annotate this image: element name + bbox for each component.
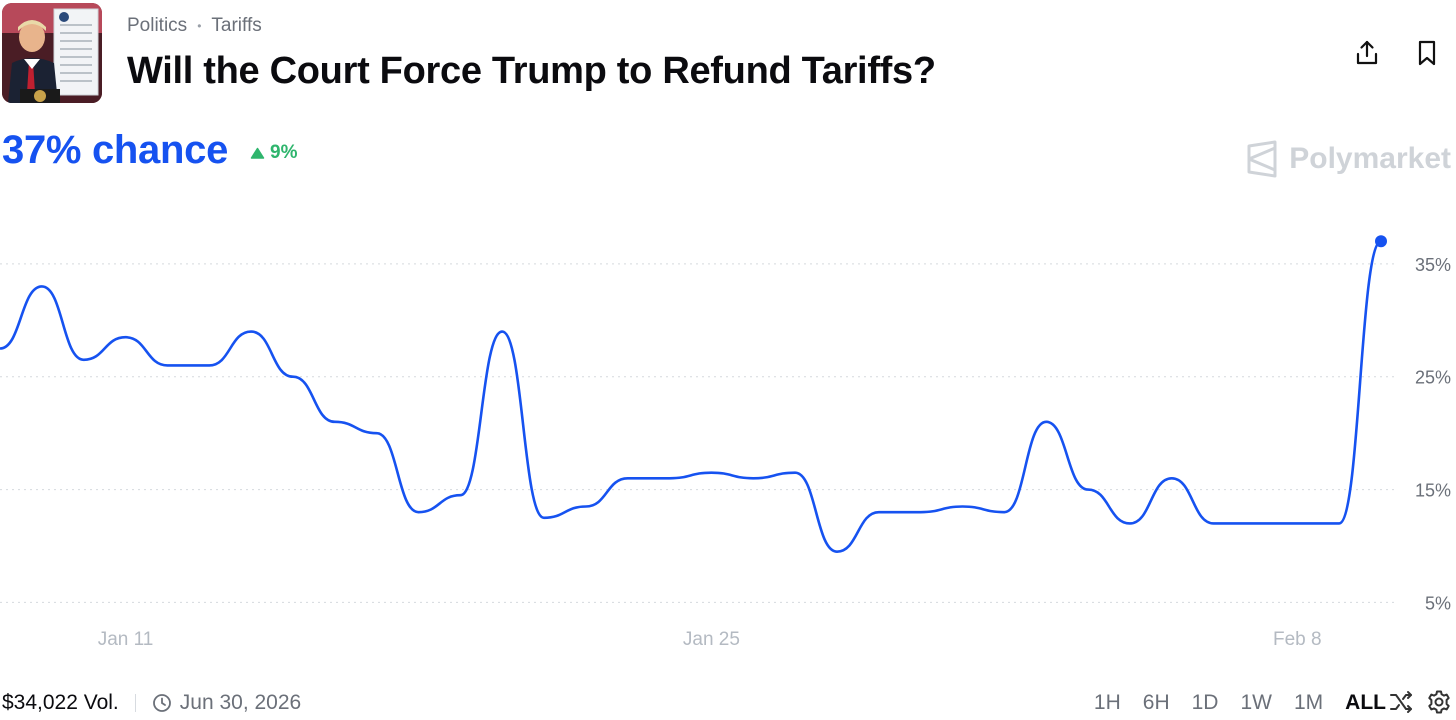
y-tick-label: 35% bbox=[1415, 255, 1451, 275]
bookmark-icon[interactable] bbox=[1412, 38, 1442, 68]
latest-point-marker bbox=[1375, 235, 1387, 248]
clock-icon bbox=[152, 694, 171, 712]
time-range-selector: 1H 6H 1D 1W 1M ALL bbox=[1094, 686, 1386, 720]
y-tick-label: 25% bbox=[1415, 368, 1451, 388]
chart-y-axis: 35% 25% 15% 5% bbox=[1415, 255, 1451, 614]
y-tick-label: 5% bbox=[1425, 593, 1451, 613]
chart-series bbox=[0, 235, 1387, 553]
header-actions bbox=[1352, 38, 1442, 68]
y-tick-label: 15% bbox=[1415, 481, 1451, 501]
range-all[interactable]: ALL bbox=[1345, 691, 1386, 714]
chart-x-axis: Jan 11 Jan 25 Feb 8 bbox=[98, 629, 1322, 650]
volume-label: $34,022 Vol. bbox=[2, 691, 119, 714]
breadcrumb-tariffs[interactable]: Tariffs bbox=[211, 15, 262, 36]
x-tick-label: Jan 25 bbox=[683, 629, 740, 650]
polymarket-watermark: Polymarket bbox=[1245, 140, 1451, 178]
breadcrumb-politics[interactable]: Politics bbox=[127, 15, 188, 36]
probability-value: 37% chance bbox=[2, 128, 229, 172]
probability-display: 37% chance 9% bbox=[2, 128, 298, 173]
end-date-value: Jun 30, 2026 bbox=[179, 691, 302, 714]
range-1d[interactable]: 1D bbox=[1191, 691, 1219, 714]
share-icon[interactable] bbox=[1352, 38, 1382, 68]
gear-icon[interactable] bbox=[1426, 689, 1452, 715]
polymarket-logo-icon bbox=[1247, 140, 1277, 178]
chart-tools bbox=[1388, 689, 1452, 715]
triangle-up-icon bbox=[250, 147, 265, 159]
chart-gridlines bbox=[0, 263, 1398, 603]
chart-footer: $34,022 Vol. Jun 30, 2026 1H 6H 1D 1W 1M… bbox=[0, 686, 1456, 720]
thumbnail-illustration bbox=[2, 3, 102, 103]
series-line bbox=[0, 239, 1383, 553]
x-tick-label: Feb 8 bbox=[1273, 629, 1322, 650]
probability-change: 9% bbox=[250, 141, 298, 164]
footer-divider bbox=[134, 694, 136, 712]
breadcrumb: Politics • Tariffs bbox=[127, 15, 262, 37]
end-date: Jun 30, 2026 bbox=[152, 691, 301, 715]
range-1w[interactable]: 1W bbox=[1240, 691, 1272, 714]
breadcrumb-separator: • bbox=[197, 19, 202, 33]
range-1h[interactable]: 1H bbox=[1093, 691, 1121, 714]
probability-change-value: 9% bbox=[270, 141, 298, 163]
probability-chart[interactable]: 35% 25% 15% 5% Jan 11 Jan 25 Feb 8 bbox=[0, 0, 1456, 680]
range-1m[interactable]: 1M bbox=[1293, 691, 1324, 714]
market-thumbnail-image[interactable] bbox=[2, 3, 102, 103]
brand-name: Polymarket bbox=[1289, 142, 1451, 175]
shuffle-icon[interactable] bbox=[1388, 689, 1414, 715]
page-title: Will the Court Force Trump to Refund Tar… bbox=[127, 50, 936, 92]
range-6h[interactable]: 6H bbox=[1142, 691, 1170, 714]
x-tick-label: Jan 11 bbox=[98, 629, 154, 650]
